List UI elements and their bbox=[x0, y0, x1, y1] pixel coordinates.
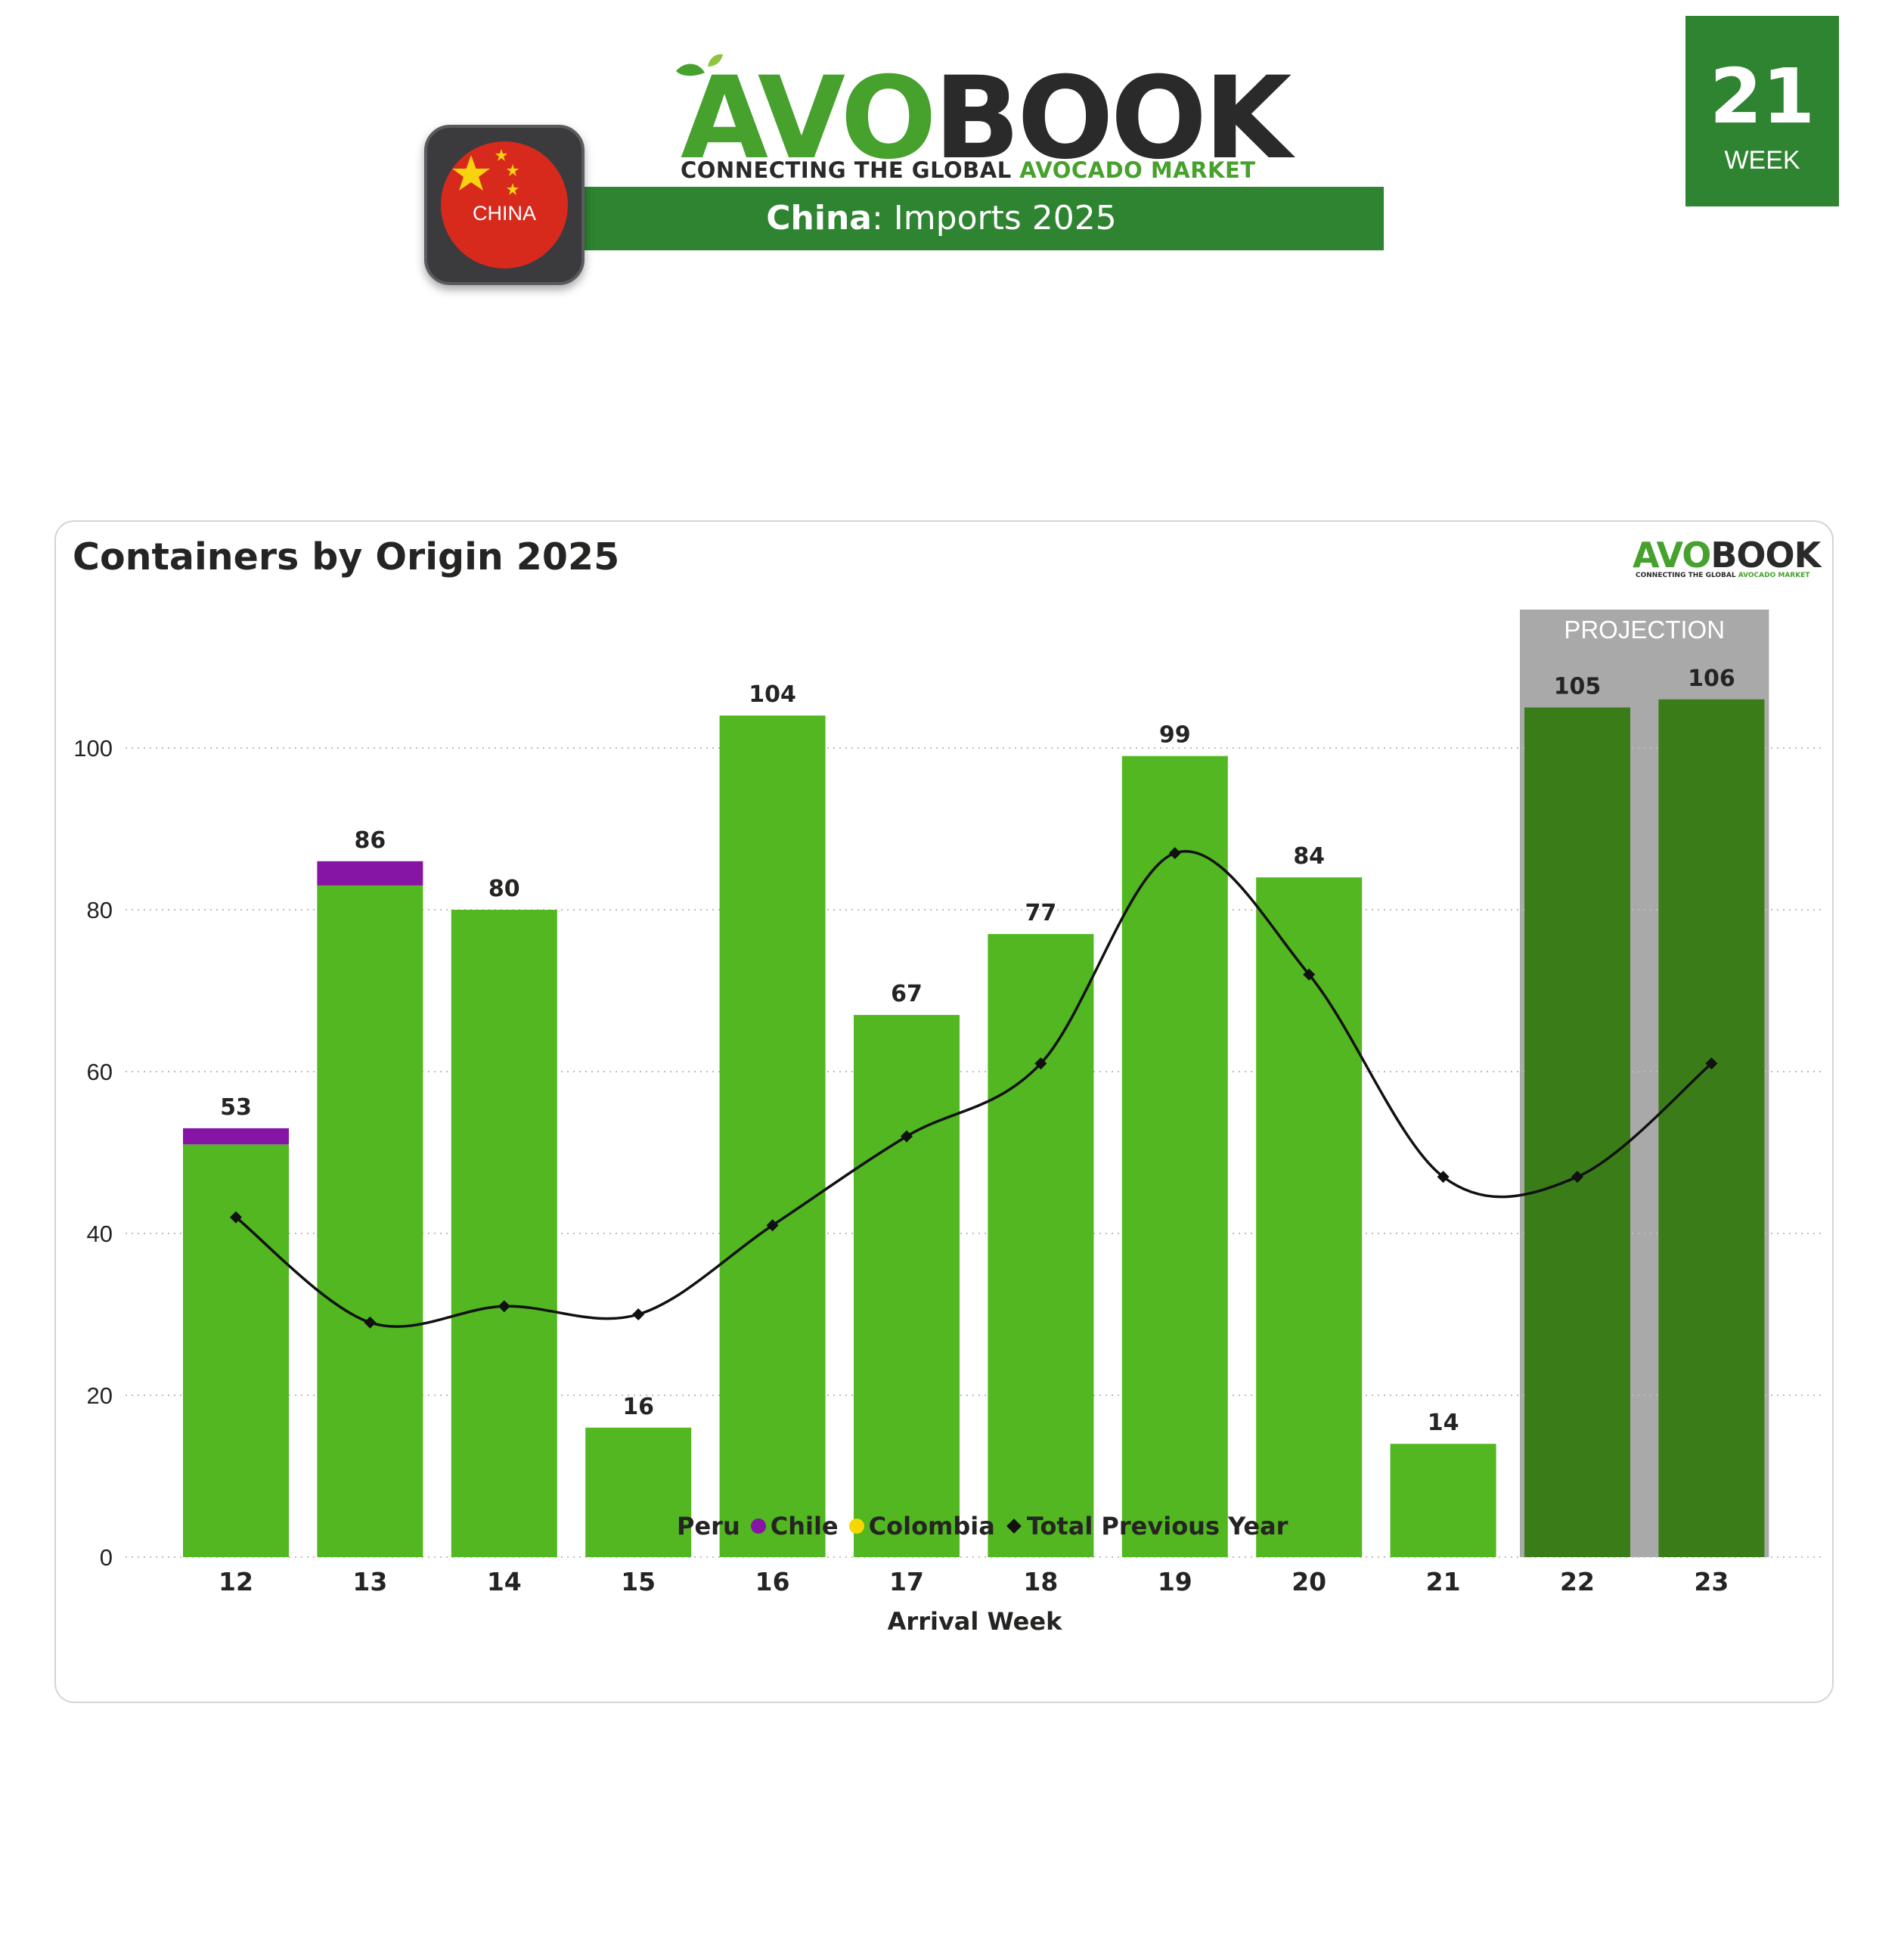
logo-wordmark: AVOBOOK bbox=[681, 53, 1292, 185]
page-title-banner: China: Imports 2025 bbox=[499, 187, 1384, 250]
flag-label: CHINA bbox=[472, 202, 536, 225]
previous-year-marker-week-19 bbox=[1168, 847, 1181, 860]
projection-label: PROJECTION bbox=[1564, 616, 1725, 644]
bar-peru-week-20 bbox=[1256, 877, 1363, 1557]
legend-label-peru: Peru bbox=[677, 1512, 740, 1540]
x-tick-label: 12 bbox=[219, 1567, 253, 1596]
mini-logo-tagline: CONNECTING THE GLOBAL AVOCADO MARKET bbox=[1636, 572, 1810, 579]
bar-peru-week-16 bbox=[719, 715, 826, 1558]
x-tick-label: 20 bbox=[1292, 1567, 1326, 1596]
y-tick-label: 60 bbox=[87, 1059, 113, 1085]
x-tick-label: 17 bbox=[889, 1567, 924, 1596]
legend-item-previous-year: Total Previous Year bbox=[1006, 1512, 1288, 1540]
previous-year-marker-week-21 bbox=[1437, 1171, 1450, 1184]
legend-item-chile: Chile bbox=[750, 1512, 839, 1540]
china-flag-icon: CHINA bbox=[441, 141, 568, 268]
china-flag-badge: CHINA bbox=[424, 125, 585, 285]
data-label: 16 bbox=[622, 1394, 654, 1420]
legend-item-colombia: Colombia bbox=[848, 1512, 995, 1540]
data-label: 104 bbox=[749, 681, 796, 708]
mini-logo-wordmark: AVOBOOK bbox=[1633, 535, 1821, 576]
y-tick-label: 100 bbox=[73, 735, 113, 762]
x-tick-label: 21 bbox=[1426, 1567, 1461, 1596]
legend-label-colombia: Colombia bbox=[868, 1512, 995, 1540]
legend-dot-chile bbox=[750, 1519, 766, 1534]
leaf-icon bbox=[676, 54, 723, 76]
x-tick-label: 19 bbox=[1158, 1567, 1192, 1596]
week-number: 21 bbox=[1709, 52, 1816, 141]
data-label: 86 bbox=[355, 827, 386, 854]
y-tick-label: 40 bbox=[87, 1221, 113, 1247]
x-axis-label: Arrival Week bbox=[888, 1607, 1062, 1636]
previous-year-marker-week-23 bbox=[1705, 1057, 1718, 1070]
previous-year-marker-week-14 bbox=[498, 1300, 510, 1313]
y-tick-label: 20 bbox=[87, 1382, 113, 1409]
previous-year-marker-week-20 bbox=[1303, 968, 1316, 981]
data-label: 106 bbox=[1688, 666, 1735, 692]
data-label: 105 bbox=[1554, 674, 1602, 700]
x-tick-label: 18 bbox=[1023, 1567, 1058, 1596]
x-tick-label: 14 bbox=[487, 1567, 522, 1596]
x-tick-label: 23 bbox=[1694, 1567, 1729, 1596]
data-label: 84 bbox=[1293, 843, 1325, 870]
avobook-logo: AVOBOOK CONNECTING THE GLOBAL AVOCADO MA… bbox=[665, 47, 1292, 191]
previous-year-marker-week-17 bbox=[901, 1130, 913, 1143]
data-label: 80 bbox=[488, 876, 520, 902]
previous-year-marker-week-22 bbox=[1571, 1171, 1583, 1184]
legend-diamond-previous-year bbox=[1006, 1519, 1022, 1534]
bar-peru-week-23 bbox=[1658, 699, 1765, 1557]
bar-chile-week-13 bbox=[317, 861, 423, 886]
y-tick-label: 0 bbox=[100, 1544, 113, 1571]
x-tick-label: 13 bbox=[352, 1567, 387, 1596]
bar-peru-week-15 bbox=[585, 1427, 692, 1557]
data-label: 99 bbox=[1159, 722, 1191, 749]
x-tick-label: 16 bbox=[755, 1567, 790, 1596]
bar-peru-week-21 bbox=[1390, 1444, 1496, 1557]
bar-peru-week-12 bbox=[183, 1144, 289, 1557]
bar-peru-week-18 bbox=[988, 934, 1094, 1557]
week-label: WEEK bbox=[1724, 146, 1800, 175]
week-badge: 21 WEEK bbox=[1685, 16, 1839, 206]
legend-label-previous-year: Total Previous Year bbox=[1026, 1512, 1288, 1540]
legend-label-chile: Chile bbox=[770, 1512, 839, 1540]
previous-year-marker-week-15 bbox=[632, 1308, 645, 1320]
avobook-mini-logo: AVOBOOK CONNECTING THE GLOBAL AVOCADO MA… bbox=[1633, 537, 1822, 582]
legend-item-peru: Peru bbox=[657, 1512, 740, 1540]
banner-subtitle: : Imports 2025 bbox=[871, 199, 1117, 237]
legend-dot-peru bbox=[657, 1519, 672, 1534]
previous-year-marker-week-13 bbox=[364, 1316, 377, 1329]
bar-chile-week-12 bbox=[183, 1128, 289, 1145]
data-label: 67 bbox=[891, 981, 923, 1007]
previous-year-marker-week-12 bbox=[230, 1211, 242, 1224]
bar-chart: PROJECTION 0 20 40 60 80 100 53 12 86 13 80 14 16 15 10… bbox=[73, 610, 1822, 1636]
chart-title: Containers by Origin 2025 bbox=[73, 535, 620, 579]
bar-peru-week-13 bbox=[317, 885, 423, 1557]
y-tick-label: 80 bbox=[87, 897, 113, 923]
legend-dot-colombia bbox=[848, 1519, 864, 1534]
bar-peru-week-14 bbox=[451, 910, 557, 1557]
bar-peru-week-17 bbox=[854, 1015, 960, 1557]
bar-peru-week-19 bbox=[1121, 755, 1228, 1558]
data-label: 53 bbox=[220, 1094, 252, 1121]
previous-year-marker-week-16 bbox=[766, 1219, 779, 1232]
data-label: 14 bbox=[1428, 1410, 1459, 1436]
data-label: 77 bbox=[1025, 900, 1057, 926]
bar-peru-week-22 bbox=[1524, 707, 1630, 1557]
banner-country: China bbox=[766, 199, 872, 237]
logo-tagline: CONNECTING THE GLOBAL AVOCADO MARKET bbox=[681, 157, 1256, 183]
flag-stars-icon bbox=[452, 149, 519, 195]
x-tick-label: 15 bbox=[621, 1567, 656, 1596]
x-tick-label: 22 bbox=[1560, 1567, 1595, 1596]
chart-card: Containers by Origin 2025 AVOBOOK CONNEC… bbox=[54, 520, 1834, 1703]
previous-year-marker-week-18 bbox=[1034, 1057, 1047, 1070]
chart-legend: Peru Chile Colombia Total Previous Year bbox=[657, 1511, 1298, 1541]
